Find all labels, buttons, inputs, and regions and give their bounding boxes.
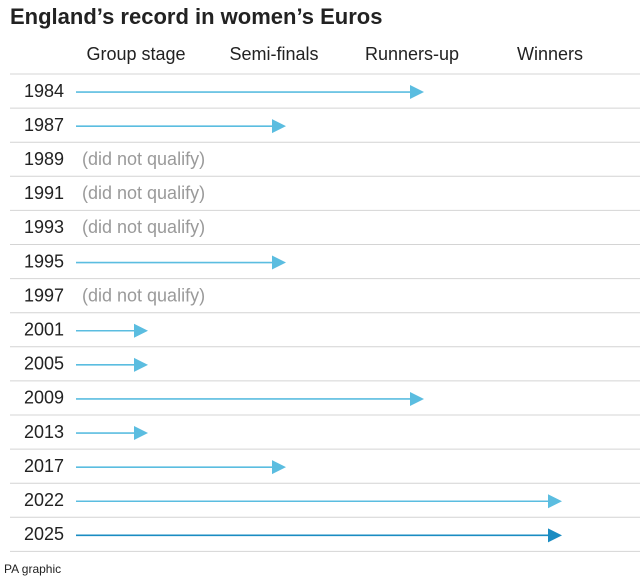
not-qualified: (did not qualify) (82, 183, 205, 203)
arrow (76, 85, 424, 100)
year-label: 1995 (24, 251, 64, 271)
year-label: 1993 (24, 217, 64, 237)
arrow-head (134, 426, 148, 441)
year-label: 1989 (24, 149, 64, 169)
arrow (76, 528, 562, 543)
not-qualified: (did not qualify) (82, 149, 205, 169)
year-label: 2001 (24, 320, 64, 340)
arrow (76, 119, 286, 134)
arrow (76, 255, 286, 270)
arrow-head (134, 323, 148, 338)
year-label: 2017 (24, 456, 64, 476)
arrow (76, 391, 424, 406)
stage-label: Winners (517, 44, 583, 64)
stage-label: Group stage (86, 44, 185, 64)
stage-label: Runners-up (365, 44, 459, 64)
arrow-head (410, 391, 424, 406)
year-label: 2013 (24, 422, 64, 442)
arrow (76, 357, 148, 372)
arrow (76, 426, 148, 441)
arrow-head (272, 255, 286, 270)
source: PA graphic (4, 562, 61, 576)
arrow-head (410, 85, 424, 100)
year-label: 2005 (24, 354, 64, 374)
not-qualified: (did not qualify) (82, 285, 205, 305)
arrow (76, 460, 286, 475)
arrow (76, 494, 562, 509)
chart-title: England’s record in women’s Euros (10, 4, 382, 29)
stage-label: Semi-finals (229, 44, 318, 64)
year-label: 1987 (24, 115, 64, 135)
year-label: 2009 (24, 388, 64, 408)
arrow-head (272, 119, 286, 134)
arrow-head (548, 494, 562, 509)
arrow-head (548, 528, 562, 543)
year-label: 1991 (24, 183, 64, 203)
year-label: 1984 (24, 81, 64, 101)
year-label: 1997 (24, 285, 64, 305)
arrow-head (272, 460, 286, 475)
year-label: 2022 (24, 490, 64, 510)
not-qualified: (did not qualify) (82, 217, 205, 237)
arrow (76, 323, 148, 338)
arrow-head (134, 357, 148, 372)
year-label: 2025 (24, 524, 64, 544)
